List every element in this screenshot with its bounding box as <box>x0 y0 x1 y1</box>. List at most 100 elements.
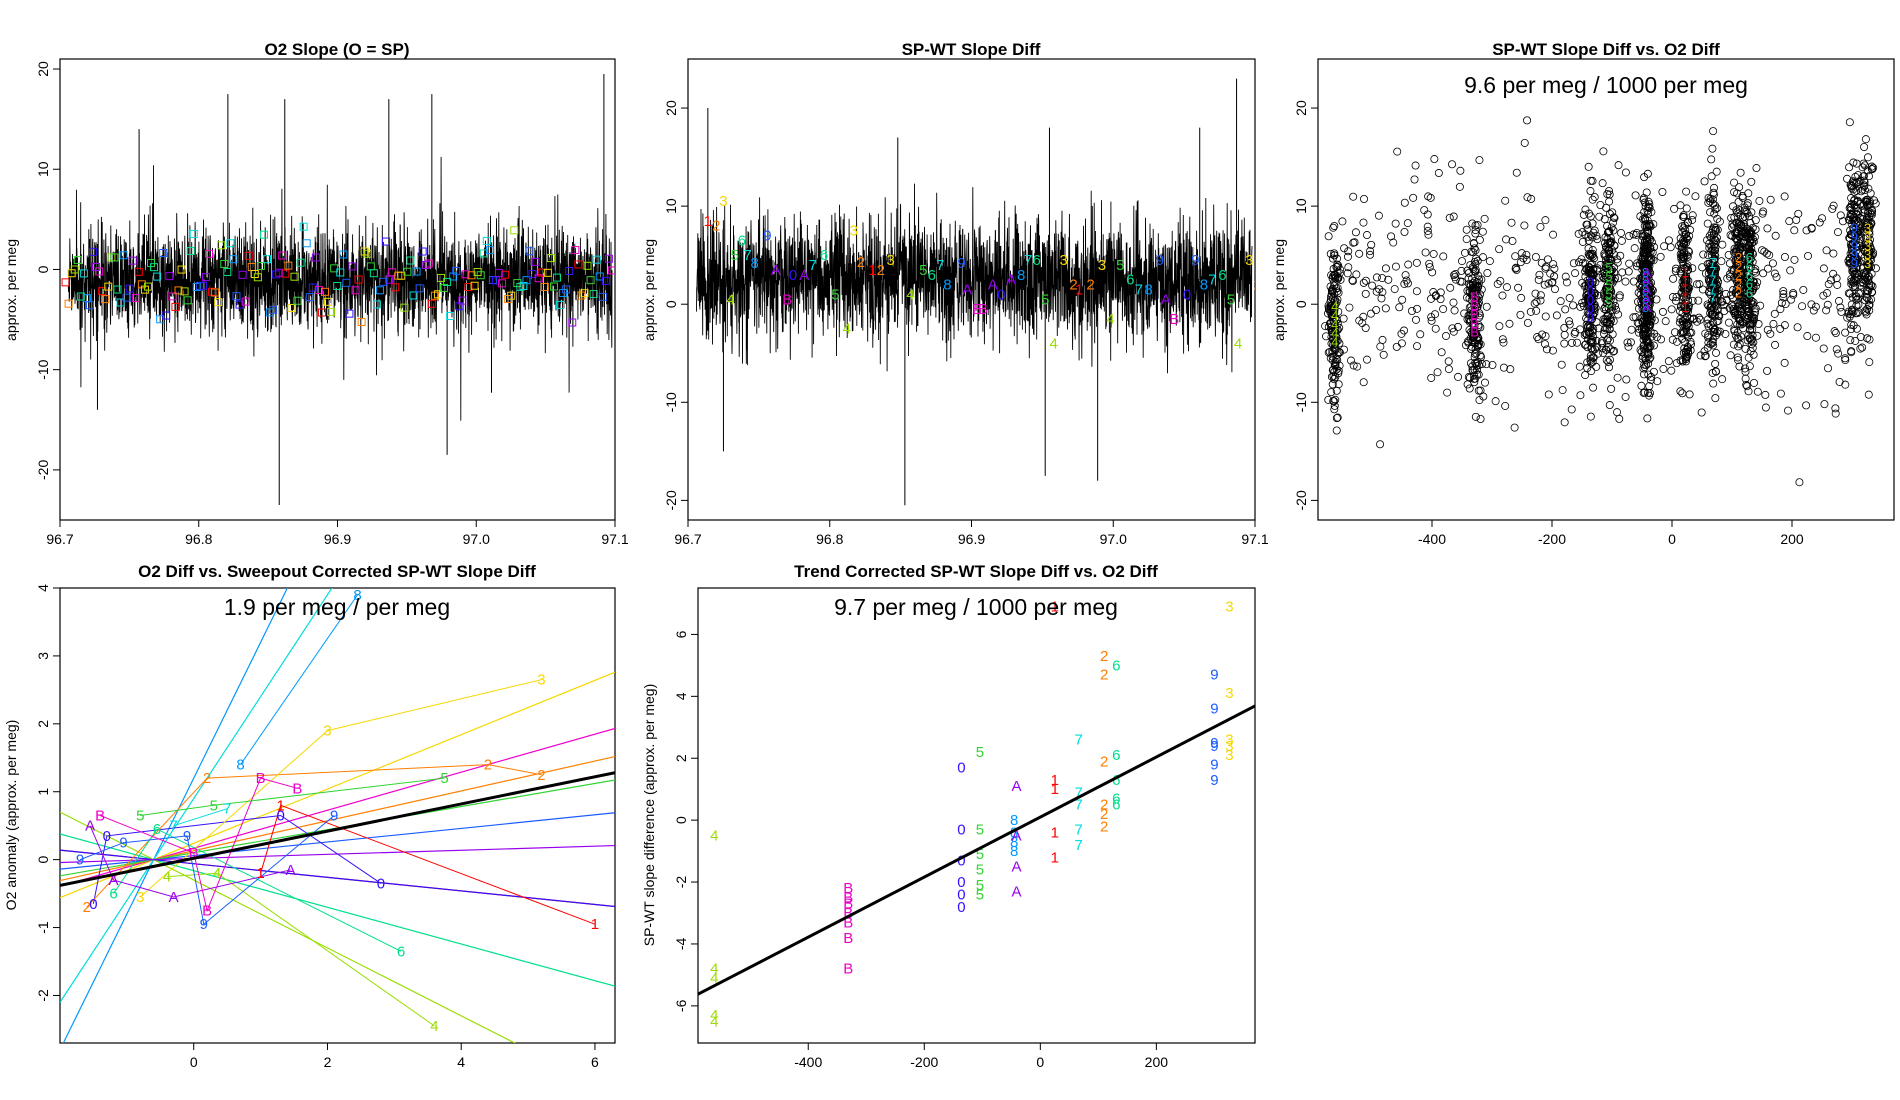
overall-fit-line <box>60 771 615 887</box>
run-code-label: 6 <box>1033 252 1041 269</box>
scatter-point <box>1831 329 1840 338</box>
scatter-point <box>1741 367 1750 376</box>
scatter-point <box>1332 414 1341 423</box>
run-code-label: 0 <box>377 875 385 892</box>
scatter-point <box>1580 340 1589 349</box>
scatter-point <box>1366 309 1375 318</box>
scatter-point <box>1439 305 1448 314</box>
scatter-point <box>1442 331 1451 340</box>
scatter-point <box>1779 290 1788 299</box>
scatter-point <box>1694 296 1703 305</box>
axes: 96.7 96.8 96.9 97.0 97.1 -20 -10 0 10 20 <box>35 61 629 547</box>
scatter-point <box>1859 176 1868 185</box>
scatter-point <box>1669 274 1678 283</box>
scatter-point <box>1860 142 1869 151</box>
run-connector <box>166 872 435 1027</box>
run-code-label: 9 <box>1210 738 1218 755</box>
scatter-point <box>1586 351 1595 360</box>
scatter-point <box>1678 309 1687 318</box>
scatter-point <box>1686 225 1695 234</box>
run-code-label: 8 <box>750 255 758 272</box>
scatter-point <box>1815 218 1824 227</box>
run-code-label: 1 <box>868 262 876 279</box>
chart-title: Trend Corrected SP-WT Slope Diff vs. O2 … <box>794 562 1158 581</box>
run-mean-square <box>122 293 131 302</box>
scatter-point <box>1844 256 1853 265</box>
scatter-point <box>1856 332 1865 341</box>
chart-title: O2 Slope (O = SP) <box>264 40 409 59</box>
scatter-point <box>1862 219 1871 228</box>
scatter-point <box>1631 191 1640 200</box>
run-mean-square <box>110 253 119 262</box>
scatter-point <box>1656 252 1665 261</box>
cluster-label: 2 <box>1735 268 1742 283</box>
scatter-point <box>1433 368 1442 377</box>
scatter-point <box>1864 390 1873 399</box>
scatter-point <box>1444 365 1453 374</box>
scatter-point <box>1343 269 1352 278</box>
scatter-point <box>1720 307 1729 316</box>
scatter-point <box>1335 323 1344 332</box>
scatter-point <box>1732 247 1741 256</box>
scatter-point <box>1793 323 1802 332</box>
scatter-point <box>1501 401 1510 410</box>
scatter-point <box>1588 328 1597 337</box>
scatter-point <box>1639 335 1648 344</box>
scatter-point <box>1707 155 1716 164</box>
scatter-point <box>1329 223 1338 232</box>
scatter-point <box>1609 276 1618 285</box>
scatter-point <box>1531 289 1540 298</box>
run-code-label: 3 <box>1098 257 1106 274</box>
scatter-point <box>1667 366 1676 375</box>
run-code-label: 2 <box>484 757 492 774</box>
x-tick-label: -400 <box>1418 531 1446 547</box>
scatter-point <box>1400 279 1409 288</box>
scatter-point <box>1578 237 1587 246</box>
scatter-point <box>1467 327 1476 336</box>
run-mean-square <box>546 254 555 263</box>
cluster-label: 0 <box>1587 283 1594 298</box>
scatter-point <box>1729 340 1738 349</box>
run-code-label: 5 <box>976 877 984 894</box>
scatter-point <box>1680 281 1689 290</box>
scatter-point <box>1740 250 1749 259</box>
scatter-point <box>1602 345 1611 354</box>
run-mean-square <box>601 276 610 285</box>
scatter-point <box>1755 196 1764 205</box>
scatter-point <box>1360 195 1369 204</box>
run-code-label: 5 <box>976 821 984 838</box>
scatter-point <box>1560 418 1569 427</box>
scatter-point <box>1584 300 1593 309</box>
scatter-point <box>1592 336 1601 345</box>
scatter-point <box>1864 263 1873 272</box>
run-code-label: 1 <box>1051 781 1059 798</box>
scatter-point <box>1332 386 1341 395</box>
scatter-point <box>1327 372 1336 381</box>
scatter-point <box>1847 259 1856 268</box>
run-code-label: 4 <box>430 1018 438 1035</box>
scatter-point <box>1707 251 1716 260</box>
scatter-point <box>1372 306 1381 315</box>
run-mean-square <box>299 222 308 231</box>
run-mean-square <box>177 265 186 274</box>
scatter-point <box>1676 329 1685 338</box>
scatter-point <box>1766 195 1775 204</box>
scatter-point <box>1395 303 1404 312</box>
scatter-point <box>1734 197 1743 206</box>
scatter-point <box>1851 336 1860 345</box>
cluster-label: 0 <box>1587 292 1594 307</box>
run-code-label: 8 <box>943 277 951 294</box>
scatter-point <box>1731 234 1740 243</box>
scatter-point <box>1811 333 1820 342</box>
cluster-label: 0 <box>1587 275 1594 290</box>
scatter-point <box>1636 274 1645 283</box>
scatter-point <box>1443 388 1452 397</box>
scatter-point <box>1852 292 1861 301</box>
scatter-point <box>1601 315 1610 324</box>
scatter-point <box>1549 260 1558 269</box>
scatter-point <box>1583 358 1592 367</box>
scatter-point <box>1770 269 1779 278</box>
run-code-label: 7 <box>1208 272 1216 289</box>
run-mean-square <box>443 277 452 286</box>
